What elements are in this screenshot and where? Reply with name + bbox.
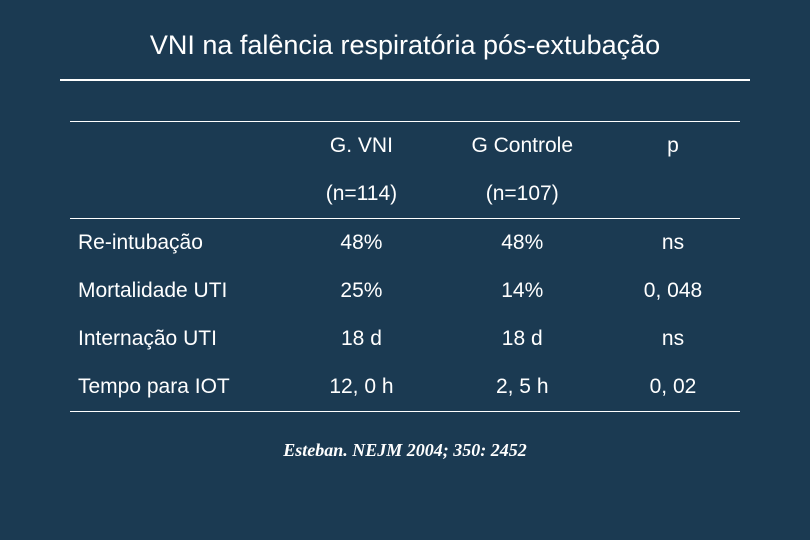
row-ctrl: 14%	[438, 267, 606, 315]
row-vni: 18 d	[284, 315, 438, 363]
table-wrapper: G. VNI G Controle p (n=114) (n=107) Re-i…	[60, 121, 750, 412]
row-p: 0, 048	[606, 267, 740, 315]
table-row: Internação UTI 18 d 18 d ns	[70, 315, 740, 363]
row-ctrl: 18 d	[438, 315, 606, 363]
col-header-blank	[70, 122, 284, 171]
row-label: Re-intubação	[70, 219, 284, 268]
title-area: VNI na falência respiratória pós-extubaç…	[60, 30, 750, 81]
slide-title: VNI na falência respiratória pós-extubaç…	[60, 30, 750, 61]
row-ctrl: 48%	[438, 219, 606, 268]
row-p: ns	[606, 219, 740, 268]
table-row: Re-intubação 48% 48% ns	[70, 219, 740, 268]
row-p: ns	[606, 315, 740, 363]
col-header-p: p	[606, 122, 740, 171]
row-ctrl: 2, 5 h	[438, 363, 606, 412]
subheader-blank	[70, 170, 284, 219]
row-vni: 48%	[284, 219, 438, 268]
row-p: 0, 02	[606, 363, 740, 412]
slide-container: VNI na falência respiratória pós-extubaç…	[0, 0, 810, 540]
subheader-controle-n: (n=107)	[438, 170, 606, 219]
table-subheader-row: (n=114) (n=107)	[70, 170, 740, 219]
row-vni: 12, 0 h	[284, 363, 438, 412]
citation: Esteban. NEJM 2004; 350: 2452	[60, 440, 750, 461]
col-header-vni: G. VNI	[284, 122, 438, 171]
data-table: G. VNI G Controle p (n=114) (n=107) Re-i…	[70, 121, 740, 412]
col-header-controle: G Controle	[438, 122, 606, 171]
row-vni: 25%	[284, 267, 438, 315]
row-label: Internação UTI	[70, 315, 284, 363]
row-label: Mortalidade UTI	[70, 267, 284, 315]
table-row: Mortalidade UTI 25% 14% 0, 048	[70, 267, 740, 315]
table-header-row: G. VNI G Controle p	[70, 122, 740, 171]
subheader-p-blank	[606, 170, 740, 219]
row-label: Tempo para IOT	[70, 363, 284, 412]
subheader-vni-n: (n=114)	[284, 170, 438, 219]
table-row: Tempo para IOT 12, 0 h 2, 5 h 0, 02	[70, 363, 740, 412]
